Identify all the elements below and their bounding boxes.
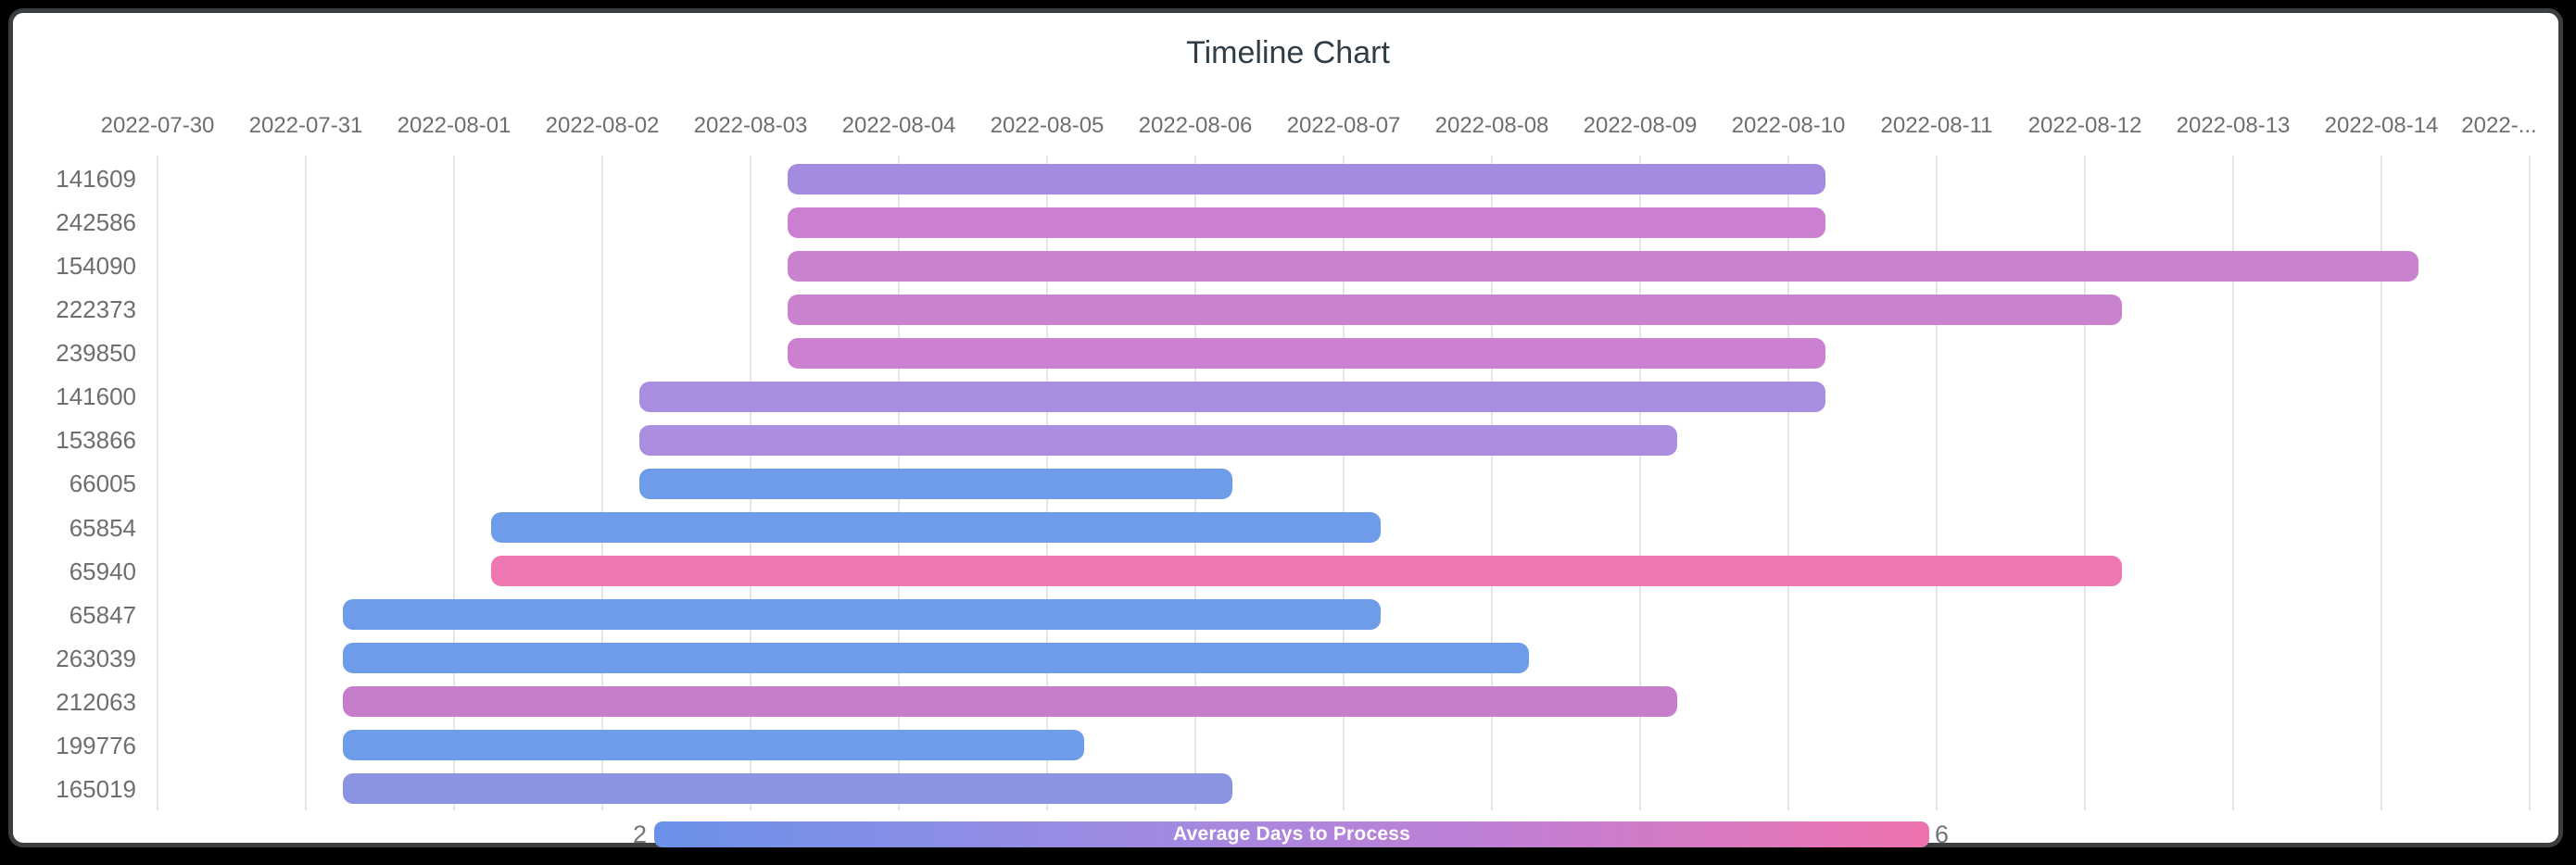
x-tick-label: 2022-08-11: [1880, 113, 1993, 138]
timeline-bar[interactable]: [343, 686, 1677, 717]
x-tick-label: 2022-07-31: [248, 113, 363, 138]
x-gridline: [1491, 156, 1493, 810]
timeline-bar[interactable]: [343, 643, 1529, 673]
y-axis-label: 199776: [56, 732, 136, 759]
x-gridline: [1936, 156, 1938, 810]
x-tick-label: 2022-08-04: [841, 113, 956, 138]
x-tick-label: 2022-...: [2461, 113, 2537, 138]
x-gridline: [1343, 156, 1345, 810]
x-gridline: [2084, 156, 2086, 810]
timeline-bar[interactable]: [491, 556, 2122, 586]
x-tick-label: 2022-08-09: [1583, 113, 1698, 138]
chart-title: Timeline Chart: [1186, 35, 1390, 70]
x-gridline: [2232, 156, 2234, 810]
x-tick-label: 2022-08-02: [545, 113, 660, 138]
x-tick-label: 2022-08-10: [1731, 113, 1846, 138]
x-gridline: [453, 156, 455, 810]
y-axis-label: 212063: [56, 688, 136, 716]
x-tick-label: 2022-08-05: [990, 113, 1105, 138]
y-axis-label: 65847: [69, 601, 136, 629]
x-gridline: [1787, 156, 1789, 810]
timeline-bar[interactable]: [788, 164, 1825, 194]
x-tick-label: 2022-08-07: [1286, 113, 1401, 138]
timeline-bar[interactable]: [343, 773, 1232, 804]
y-axis-label: 154090: [56, 252, 136, 280]
x-tick-label: 2022-07-30: [100, 113, 215, 138]
timeline-bar[interactable]: [343, 599, 1381, 630]
x-gridline: [601, 156, 603, 810]
y-axis-label: 66005: [69, 470, 136, 497]
colorbar-min-tick: 2: [632, 821, 647, 848]
x-gridline: [1639, 156, 1641, 810]
timeline-bar[interactable]: [788, 207, 1825, 238]
x-gridline: [157, 156, 158, 810]
timeline-bar[interactable]: [491, 512, 1381, 543]
y-axis-label: 239850: [56, 339, 136, 367]
colorbar-max-tick: 6: [1935, 821, 1950, 848]
timeline-bar[interactable]: [788, 338, 1825, 369]
timeline-bar[interactable]: [343, 730, 1084, 760]
colorbar-gradient: Average Days to Process: [654, 821, 1929, 847]
x-tick-label: 2022-08-14: [2324, 113, 2439, 138]
timeline-bar[interactable]: [639, 382, 1825, 412]
y-axis-label: 65854: [69, 514, 136, 542]
timeline-bar[interactable]: [639, 425, 1677, 456]
x-gridline: [305, 156, 307, 810]
y-axis-label: 153866: [56, 426, 136, 454]
x-tick-label: 2022-08-12: [2027, 113, 2142, 138]
timeline-bar[interactable]: [788, 251, 2418, 282]
y-axis-label: 242586: [56, 208, 136, 236]
x-gridline: [2380, 156, 2382, 810]
x-tick-label: 2022-08-03: [693, 113, 808, 138]
x-tick-label: 2022-08-08: [1434, 113, 1549, 138]
y-axis-label: 141609: [56, 165, 136, 193]
y-axis-label: 263039: [56, 645, 136, 672]
timeline-bar[interactable]: [788, 295, 2122, 325]
colorbar-label: Average Days to Process: [1173, 823, 1410, 845]
x-tick-label: 2022-08-01: [397, 113, 511, 138]
x-gridline: [2529, 156, 2531, 810]
y-axis-label: 222373: [56, 295, 136, 323]
y-axis-label: 165019: [56, 775, 136, 803]
x-tick-label: 2022-08-06: [1138, 113, 1253, 138]
y-axis-label: 141600: [56, 382, 136, 410]
x-tick-label: 2022-08-13: [2176, 113, 2291, 138]
y-axis-label: 65940: [69, 558, 136, 585]
timeline-bar[interactable]: [639, 469, 1232, 499]
